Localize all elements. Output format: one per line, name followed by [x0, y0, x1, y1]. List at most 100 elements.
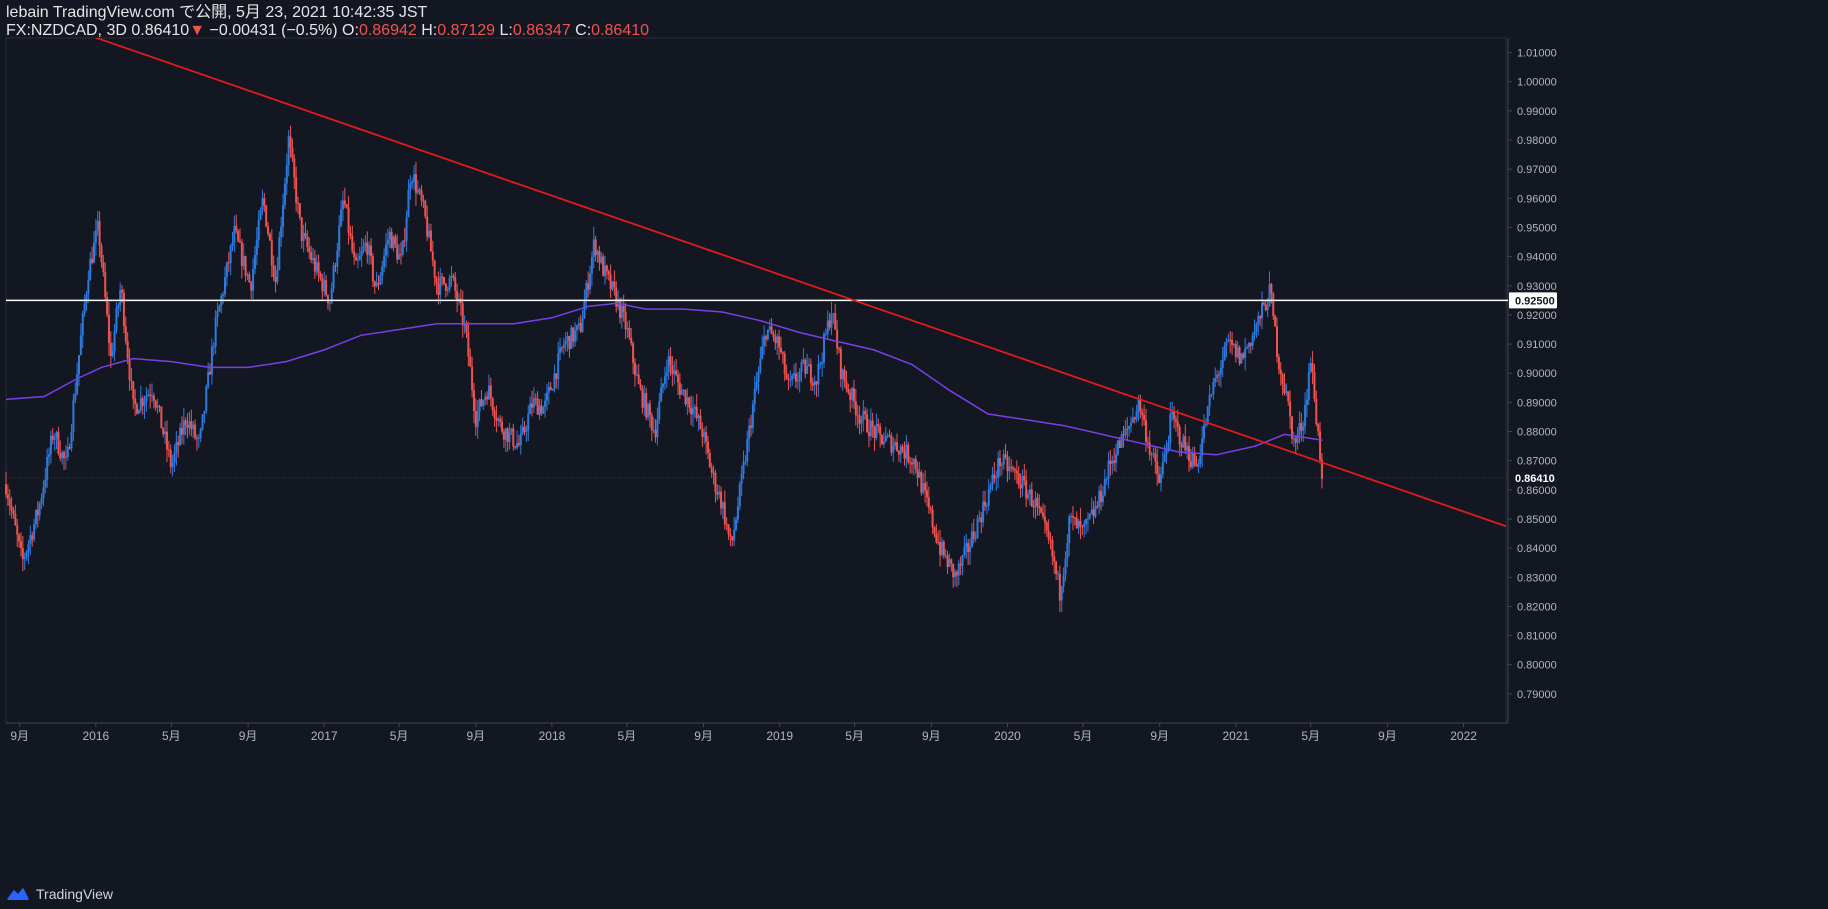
candle-body: [250, 282, 253, 291]
candle-down: [725, 517, 728, 531]
candle-up: [995, 471, 998, 492]
candle-body: [179, 427, 182, 446]
candle-down: [1156, 448, 1159, 486]
candle-up: [626, 321, 629, 338]
candle-up: [203, 410, 206, 424]
candle-up: [311, 247, 314, 264]
candle-up: [823, 331, 826, 368]
candle-body: [1013, 469, 1016, 471]
candle-body: [712, 472, 715, 474]
candle-body: [852, 388, 855, 402]
candle-down: [998, 449, 1001, 477]
candle-body: [8, 498, 11, 506]
candle-body: [398, 254, 401, 260]
candle-body: [143, 401, 146, 406]
candle-body: [965, 543, 968, 548]
candle-body: [164, 431, 167, 435]
candle-down: [609, 264, 612, 298]
candle-body: [25, 551, 28, 558]
candle-down: [688, 396, 691, 413]
candle-body: [49, 435, 52, 455]
candle-up: [682, 389, 685, 396]
candle-up: [1105, 476, 1108, 486]
candle-body: [29, 535, 32, 544]
candle-up: [341, 190, 344, 222]
candle-body: [291, 147, 294, 159]
candle-down: [952, 563, 955, 588]
candle-up: [1116, 439, 1119, 456]
candle-body: [1030, 489, 1033, 506]
candle-down: [1176, 409, 1179, 437]
candle-body: [238, 240, 241, 243]
candle-body: [1242, 353, 1245, 358]
candle-body: [897, 450, 900, 455]
candle-up: [663, 366, 666, 391]
candle-down: [5, 471, 7, 498]
candle-up: [527, 405, 530, 442]
candle-body: [961, 555, 964, 566]
candle-up: [252, 258, 255, 301]
candle-down: [1032, 500, 1035, 518]
candle-body: [654, 429, 657, 438]
candle-up: [1064, 551, 1067, 582]
candle-down: [1315, 390, 1318, 427]
candle-up: [450, 265, 453, 287]
candle-up: [199, 427, 202, 443]
candle-body: [289, 136, 292, 148]
candle-body: [557, 353, 560, 379]
candle-down: [495, 405, 498, 433]
candle-body: [701, 428, 704, 437]
candle-body: [493, 410, 496, 418]
candle-up: [1236, 340, 1239, 359]
candle-down: [1313, 363, 1316, 403]
candle-body: [1139, 398, 1142, 413]
candle-body: [955, 571, 958, 576]
candle-up: [922, 473, 925, 495]
candle-body: [81, 313, 84, 336]
candle-body: [98, 220, 101, 246]
candle-body: [508, 431, 511, 443]
candle-body: [328, 302, 331, 304]
candle-up: [600, 251, 603, 265]
candle-body: [448, 277, 451, 290]
candle-down: [618, 297, 621, 324]
candle-body: [585, 283, 588, 302]
candle-down: [370, 238, 373, 265]
candle-body: [1285, 391, 1288, 394]
candle-down: [486, 391, 489, 405]
candle-up: [1304, 392, 1307, 435]
candle-up: [1150, 451, 1153, 466]
time-tick-label: 2019: [766, 729, 793, 743]
candle-body: [244, 256, 247, 276]
candle-body: [1077, 520, 1080, 529]
candle-body: [536, 398, 539, 415]
candle-body: [592, 239, 595, 257]
candle-body: [1227, 339, 1230, 342]
time-tick-label: 9月: [466, 729, 485, 743]
candle-up: [691, 396, 694, 428]
price-tick-label: 0.93000: [1517, 281, 1557, 293]
candle-up: [1305, 388, 1308, 418]
time-tick-label: 2020: [994, 729, 1021, 743]
candle-body: [774, 337, 777, 344]
candle-up: [411, 177, 414, 189]
candle-body: [888, 435, 891, 437]
candle-down: [471, 356, 474, 398]
candle-body: [884, 436, 887, 442]
candle-up: [693, 404, 696, 419]
candle-down: [1013, 467, 1016, 481]
candle-down: [351, 225, 354, 254]
candle-body: [355, 257, 358, 261]
candle-up: [826, 310, 829, 340]
candle-up: [521, 417, 524, 436]
candle-body: [323, 280, 326, 292]
candle-body: [229, 245, 232, 264]
candle-up: [61, 450, 64, 465]
candle-down: [779, 336, 782, 355]
candle-body: [51, 435, 54, 440]
price-tick-label: 0.88000: [1517, 427, 1557, 439]
candle-down: [160, 406, 163, 429]
candle-body: [392, 236, 395, 249]
